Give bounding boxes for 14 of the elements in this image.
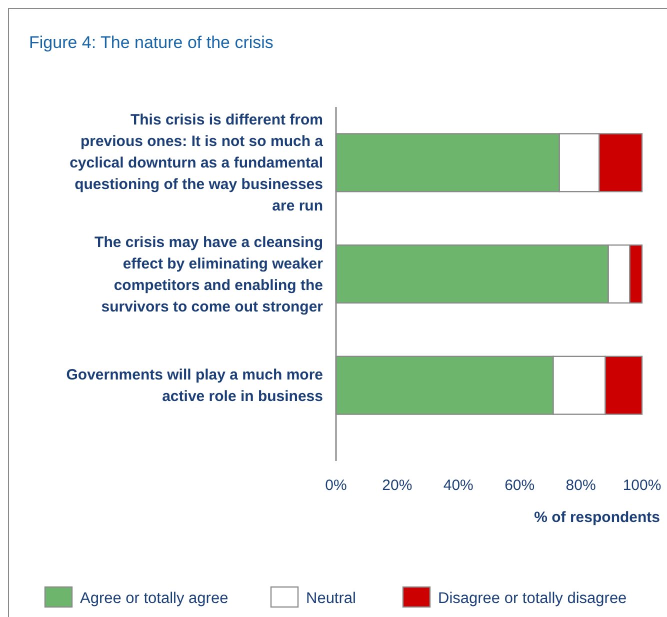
text: Figure 4: The nature of the crisis bbox=[29, 33, 274, 52]
y-tick-label: Governments will play a much more active role in business bbox=[66, 366, 323, 406]
legend-label: Neutral bbox=[306, 590, 356, 607]
x-tick-label: 60% bbox=[504, 477, 535, 494]
y-tick-label: This crisis is different from previous ones: It is not so much a cyclical downturn as a fundamental questioning of the way businesses are run bbox=[70, 112, 324, 215]
legend-label: Disagree or totally disagree bbox=[438, 590, 627, 607]
y-tick-label: The crisis may have a cleansing effect by eliminating weaker competitors and enabling the survivors to come out stronger bbox=[94, 234, 324, 316]
x-tick-label: 40% bbox=[443, 477, 474, 494]
x-tick-label: 20% bbox=[382, 477, 412, 494]
x-tick-label: 100% bbox=[622, 477, 662, 494]
legend-label: Agree or totally agree bbox=[80, 590, 228, 607]
x-axis-title: % of respondents bbox=[534, 509, 660, 526]
x-tick-label: 0% bbox=[325, 477, 347, 494]
x-tick-label: 80% bbox=[566, 477, 596, 494]
